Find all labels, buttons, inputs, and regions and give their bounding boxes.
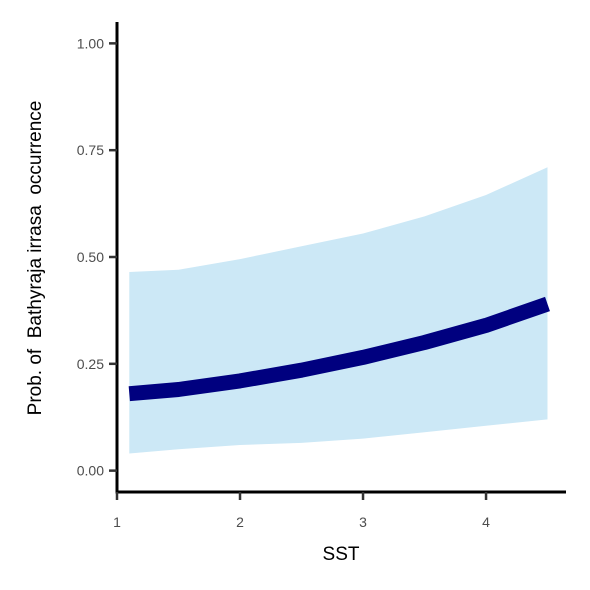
x-axis-title: SST <box>323 544 360 565</box>
x-tick-label: 4 <box>482 514 490 530</box>
axis-layer: 0.00 0.25 0.50 0.75 1.00 1 2 3 4 <box>77 22 566 530</box>
y-tick-label: 0.00 <box>77 463 104 479</box>
x-tick-label: 2 <box>236 514 244 530</box>
y-tick-label: 0.50 <box>77 249 104 265</box>
plot-layer <box>128 167 550 454</box>
fitted-line <box>128 296 550 402</box>
y-axis-title: Prob. of Bathyraja irrasa occurrence <box>25 101 46 416</box>
x-tick-label: 1 <box>113 514 121 530</box>
y-tick-label: 0.75 <box>77 142 104 158</box>
y-tick-label: 1.00 <box>77 35 104 51</box>
y-tick-label: 0.25 <box>77 356 104 372</box>
x-tick-label: 3 <box>359 514 367 530</box>
